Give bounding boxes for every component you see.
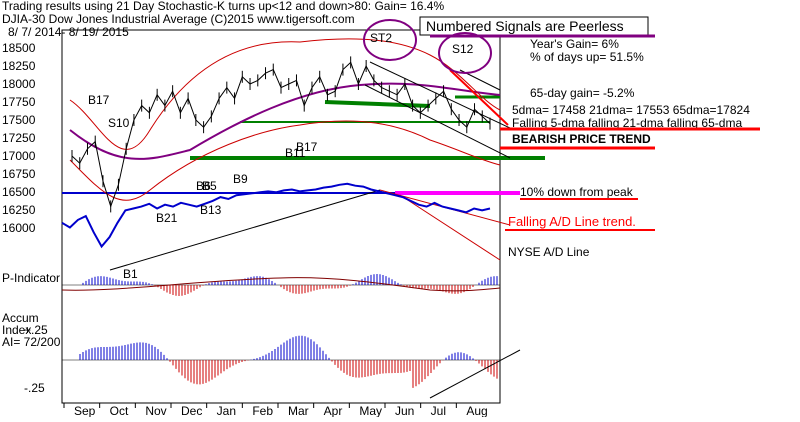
- x-axis-ticks: Sep Oct Nov Dec Jan Feb Mar Apr May Jun Jul Aug: [63, 403, 488, 418]
- x-tick-label: Mar: [288, 404, 309, 417]
- accum-bottom-tick: -.25: [24, 381, 45, 395]
- signal-b5: B5: [202, 179, 217, 193]
- signal-b17-right: B17: [296, 140, 318, 154]
- signal-b17-left: B17: [88, 93, 110, 107]
- y-tick-label: 16000: [2, 221, 36, 235]
- p-indicator-bars: [82, 274, 498, 296]
- y-tick-label: 16500: [2, 185, 36, 199]
- stat-down-from-peak: 10% down from peak: [520, 185, 634, 199]
- signal-s10: S10: [108, 116, 130, 130]
- x-tick-label: Sep: [74, 404, 96, 417]
- x-tick-label: Oct: [110, 404, 129, 417]
- red-downtrend-line: [449, 69, 509, 126]
- header-line2: DJIA-30 Dow Jones Industrial Average (C)…: [2, 12, 355, 26]
- accum-top-tick: +.25: [24, 323, 48, 337]
- price-line: [71, 61, 491, 208]
- y-tick-label: 17250: [2, 131, 36, 145]
- signal-s12: S12: [452, 42, 474, 56]
- price-series: [71, 56, 491, 213]
- accum-label-3: AI= 72/200: [2, 335, 61, 349]
- signal-b6: B6: [196, 179, 211, 193]
- signal-b13: B13: [200, 203, 222, 217]
- y-tick-label: 17750: [2, 95, 36, 109]
- signal-b1: B1: [123, 267, 138, 281]
- lower-band: [69, 120, 501, 201]
- ma-65-curve: [69, 82, 501, 160]
- s12-circle: [438, 32, 492, 74]
- accum-label-1: Accum: [2, 311, 39, 325]
- y-tick-label: 16250: [2, 203, 36, 217]
- st2-circle: [363, 19, 417, 61]
- y-axis-ticks: 18500 18250 18000 17750 17500 17250 17000 16750…: [2, 41, 36, 235]
- accum-index-bars: [79, 335, 498, 388]
- signal-b11: B11: [285, 146, 306, 160]
- ad-line: [61, 182, 491, 249]
- stat-pct-days-up: % of days up= 51.5%: [530, 50, 644, 64]
- signal-b21: B21: [156, 211, 178, 225]
- x-tick-label: Apr: [324, 404, 343, 417]
- stat-65day-gain: 65-day gain= -5.2%: [530, 86, 635, 100]
- y-tick-label: 17000: [2, 149, 36, 163]
- y-tick-label: 17500: [2, 113, 36, 127]
- p-indicator-label: P-Indicator: [2, 271, 60, 285]
- support-line-high: [324, 100, 431, 108]
- stat-dma-values: 5dma= 17458 21dma= 17553 65dma=17824: [512, 103, 750, 117]
- stat-nyse-label: NYSE A/D Line: [508, 245, 590, 259]
- x-tick-label: Feb: [252, 404, 273, 417]
- accum-label-2: Index: [2, 323, 31, 337]
- stat-ad-trend: Falling A/D Line trend.: [508, 214, 636, 229]
- header-line3: 8/ 7/ 2014- 8/ 19/ 2015: [8, 25, 129, 39]
- boxed-title: Numbered Signals are Peerless: [426, 18, 624, 34]
- x-tick-label: Jun: [395, 404, 414, 417]
- x-tick-label: Aug: [466, 404, 487, 417]
- y-tick-label: 18250: [2, 59, 36, 73]
- y-tick-label: 18500: [2, 41, 36, 55]
- accum-uptrend-line: [429, 349, 521, 399]
- ad-uptrend-line: [109, 189, 381, 271]
- signal-b9: B9: [233, 172, 248, 186]
- p-indicator-ma: [61, 277, 501, 292]
- stat-trend: BEARISH PRICE TREND: [512, 132, 651, 146]
- ad-series: [61, 182, 491, 249]
- ad-lower-line: [399, 194, 501, 261]
- stat-falling-note: Falling 5-dma falling 21-dma falling 65-…: [512, 116, 742, 130]
- stat-years-gain: Year's Gain= 6%: [530, 37, 619, 51]
- x-tick-label: May: [359, 404, 382, 417]
- signal-st2: ST2: [370, 31, 392, 45]
- x-tick-label: Dec: [181, 404, 202, 417]
- x-tick-label: Nov: [145, 404, 166, 417]
- header-line1: Trading results using 21 Day Stochastic-…: [2, 0, 444, 13]
- y-tick-label: 16750: [2, 167, 36, 181]
- x-tick-label: Jul: [431, 404, 446, 417]
- x-tick-label: Jan: [217, 404, 236, 417]
- y-tick-label: 18000: [2, 77, 36, 91]
